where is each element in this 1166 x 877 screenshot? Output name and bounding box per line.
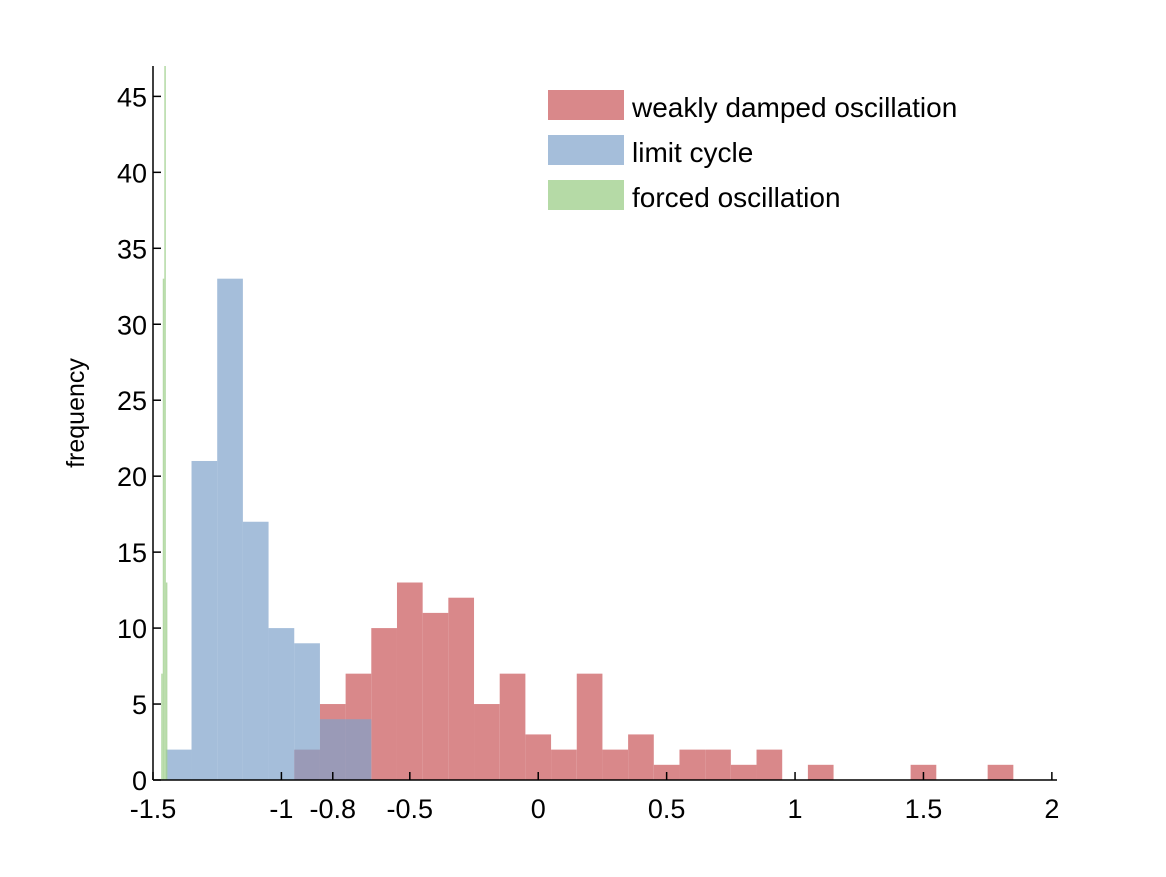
- bar-series-0-bin-7: [474, 704, 500, 780]
- x-tick-label-7: 1.5: [905, 794, 943, 824]
- bar-series-1-bin-6: [319, 719, 346, 780]
- bar-series-0-bin-8: [499, 673, 526, 780]
- legend-label-2: forced oscillation: [632, 182, 841, 213]
- y-tick-label-7: 35: [117, 234, 147, 264]
- x-tick-label-8: 2: [1044, 794, 1059, 824]
- bar-series-0-bin-13: [628, 734, 654, 780]
- bar-series-2-bin-0: [161, 673, 163, 780]
- bar-series-0-bin-11: [576, 673, 603, 780]
- legend: weakly damped oscillation limit cycle forc…: [548, 90, 957, 213]
- bar-series-1-bin-5: [294, 643, 320, 780]
- bar-series-0-bin-19: [807, 764, 834, 780]
- legend-item-0: weakly damped oscillation: [548, 90, 957, 123]
- y-tick-label-2: 10: [117, 614, 147, 644]
- x-tick-label-6: 1: [788, 794, 803, 824]
- bars-layer: [161, 66, 1014, 780]
- y-tick-label-6: 30: [117, 310, 147, 340]
- bar-series-2-bin-2: [164, 66, 166, 780]
- bar-series-1-bin-0: [165, 749, 192, 780]
- y-tick-label-5: 25: [117, 386, 147, 416]
- y-axis-title: frequency: [62, 358, 90, 468]
- x-tick-label-4: 0: [531, 794, 546, 824]
- bar-series-1-bin-1: [191, 460, 218, 780]
- bar-series-0-bin-17: [730, 764, 757, 780]
- bar-series-0-bin-15: [679, 749, 706, 780]
- x-tick-label-0: -1.5: [130, 794, 177, 824]
- bar-series-1-bin-4: [268, 628, 295, 780]
- bar-series-0-bin-12: [602, 749, 629, 780]
- y-tick-label-8: 40: [117, 158, 147, 188]
- bar-series-1-bin-7: [345, 719, 372, 780]
- bar-series-0-bin-10: [551, 749, 577, 780]
- bar-series-0-bin-6: [448, 597, 475, 780]
- x-axis-ticks: -1.5 -1 -0.8 -0.5 0 0.5 1 1.5 2: [130, 772, 1059, 824]
- legend-label-1: limit cycle: [632, 137, 753, 168]
- x-tick-label-3: -0.5: [387, 794, 434, 824]
- bar-series-0-bin-16: [705, 749, 731, 780]
- series-1: [165, 278, 372, 780]
- series-2: [161, 66, 168, 780]
- bar-series-1-bin-2: [217, 278, 243, 780]
- bar-series-0-bin-21: [987, 764, 1014, 780]
- y-tick-label-1: 5: [132, 690, 147, 720]
- y-tick-label-3: 15: [117, 538, 147, 568]
- bar-series-0-bin-4: [396, 582, 423, 780]
- y-axis-ticks: 0 5 10 15 20 25 30 35 40 45: [117, 82, 161, 796]
- x-tick-label-5: 0.5: [648, 794, 686, 824]
- legend-item-2: forced oscillation: [548, 180, 841, 213]
- y-tick-label-4: 20: [117, 462, 147, 492]
- legend-swatch-1: [548, 135, 624, 165]
- y-tick-label-0: 0: [132, 766, 147, 796]
- bar-series-1-bin-3: [242, 521, 269, 780]
- axes: [152, 66, 1057, 781]
- bar-series-0-bin-5: [422, 612, 449, 780]
- bar-series-0-bin-18: [756, 749, 783, 780]
- series-0: [294, 582, 1014, 780]
- legend-item-1: limit cycle: [548, 135, 753, 168]
- bar-series-2-bin-3: [165, 582, 168, 780]
- legend-swatch-2: [548, 180, 624, 210]
- legend-swatch-0: [548, 90, 624, 120]
- x-tick-label-1: -1: [269, 794, 293, 824]
- y-tick-label-9: 45: [117, 82, 147, 112]
- bar-series-2-bin-1: [162, 278, 165, 780]
- bar-series-0-bin-3: [371, 628, 397, 780]
- legend-label-0: weakly damped oscillation: [631, 92, 957, 123]
- x-tick-label-2: -0.8: [310, 794, 357, 824]
